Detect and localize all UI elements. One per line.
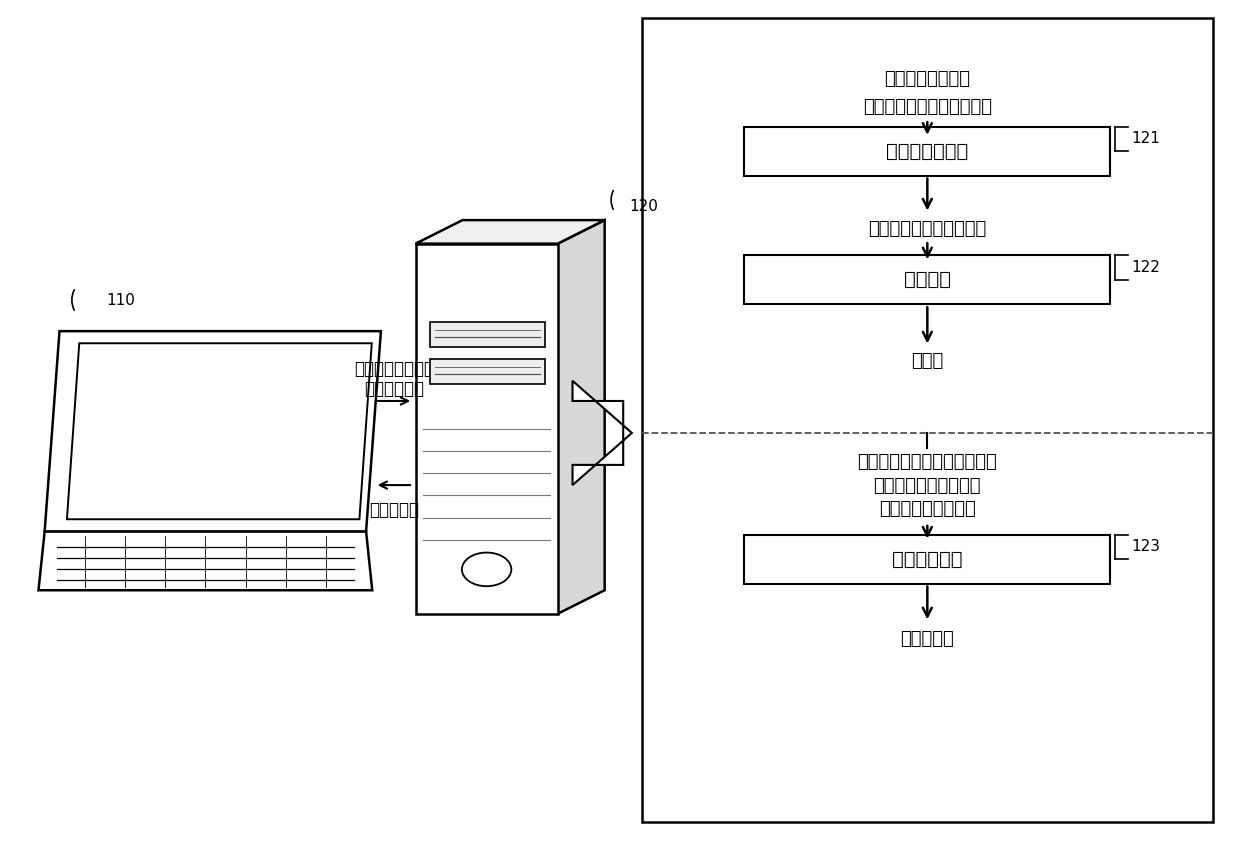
Text: 逆合成反应类型对应的字符串: 逆合成反应类型对应的字符串 — [857, 453, 997, 472]
Text: 123: 123 — [1131, 539, 1161, 555]
Circle shape — [462, 553, 512, 587]
Polygon shape — [415, 220, 605, 244]
Text: 110: 110 — [107, 293, 135, 307]
Text: 产物分子的图结构: 产物分子的图结构 — [885, 70, 970, 88]
Bar — [415, 244, 558, 614]
Text: 合成子: 合成子 — [911, 353, 943, 371]
Text: 反应物分子: 反应物分子 — [369, 501, 419, 519]
Polygon shape — [572, 381, 632, 485]
Text: 断键处理: 断键处理 — [903, 270, 950, 289]
Bar — [430, 322, 545, 347]
Polygon shape — [38, 532, 372, 590]
Text: 合成子对应的字符串: 合成子对应的字符串 — [878, 500, 975, 518]
Polygon shape — [45, 331, 380, 532]
Text: 逆合成反应预测所: 逆合成反应预测所 — [354, 360, 434, 378]
Bar — [430, 359, 545, 384]
Text: 需的基础信息: 需的基础信息 — [364, 380, 424, 398]
Text: 120: 120 — [629, 199, 658, 214]
Polygon shape — [558, 220, 605, 614]
Text: 121: 121 — [1131, 132, 1161, 146]
Bar — [745, 535, 1110, 583]
Text: 122: 122 — [1131, 260, 1161, 275]
Text: 产物分子对应的字符串: 产物分子对应的字符串 — [873, 477, 981, 495]
Text: 图神经网络模型: 图神经网络模型 — [886, 142, 969, 160]
Bar — [745, 127, 1110, 176]
Bar — [745, 256, 1110, 304]
Bar — [642, 19, 1213, 821]
Polygon shape — [67, 344, 372, 519]
Text: 产物分子中原子的属性特征: 产物分子中原子的属性特征 — [862, 98, 991, 116]
Text: 反应物分子: 反应物分子 — [901, 630, 954, 648]
Text: 序列学习模型: 序列学习模型 — [892, 549, 963, 569]
Text: 产物分子中的断裂化学键: 产物分子中的断裂化学键 — [869, 219, 986, 237]
